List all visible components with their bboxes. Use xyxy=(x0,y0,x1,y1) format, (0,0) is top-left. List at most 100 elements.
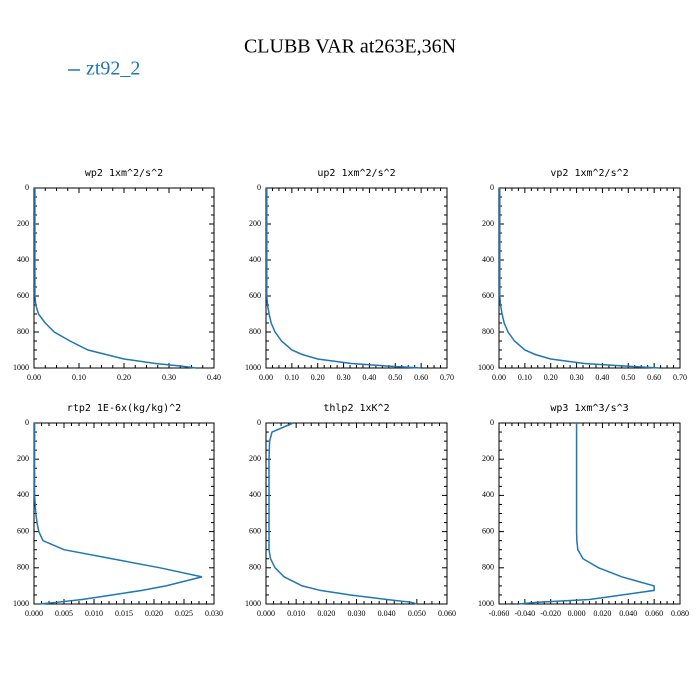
plot-frame xyxy=(265,187,448,369)
y-tick-label: 400 xyxy=(249,255,261,264)
y-tick-label: 200 xyxy=(17,454,29,463)
x-tick-label: 0.40 xyxy=(207,373,221,382)
y-tick-label: 200 xyxy=(17,219,29,228)
subplot-title: rtp2 1E-6x(kg/kg)^2 xyxy=(67,403,181,414)
subplot-title: vp2 1xm^2/s^2 xyxy=(550,168,628,179)
x-tick-label: 0.030 xyxy=(348,609,366,618)
profile-line xyxy=(268,422,418,605)
y-tick-label: 800 xyxy=(249,327,261,336)
x-tick-label: 0.025 xyxy=(175,609,193,618)
plot-frame xyxy=(33,187,215,369)
x-tick-label: 0.020 xyxy=(593,609,611,618)
x-tick-label: 0.040 xyxy=(619,609,637,618)
y-tick-label: 400 xyxy=(482,255,494,264)
profile-line xyxy=(266,188,422,369)
y-tick-label: 0 xyxy=(490,418,494,427)
y-tick-label: 0 xyxy=(257,183,261,192)
y-tick-label: 400 xyxy=(17,490,29,499)
x-tick-label: 0.10 xyxy=(72,373,86,382)
plot-frame xyxy=(498,187,681,369)
x-tick-label: 0.50 xyxy=(621,373,635,382)
y-tick-label: 600 xyxy=(249,526,261,535)
x-tick-label: 0.30 xyxy=(337,373,351,382)
x-tick-label: 0.060 xyxy=(438,609,456,618)
y-tick-label: 200 xyxy=(249,219,261,228)
y-tick-label: 200 xyxy=(249,454,261,463)
subplot-title: wp2 1xm^2/s^2 xyxy=(85,168,163,179)
y-tick-label: 1000 xyxy=(13,363,29,372)
x-tick-label: 0.60 xyxy=(647,373,661,382)
y-tick-label: 400 xyxy=(249,490,261,499)
x-tick-label: 0.020 xyxy=(317,609,335,618)
legend-label: zt92_2 xyxy=(86,58,140,80)
y-tick-label: 1000 xyxy=(478,363,494,372)
x-tick-label: 0.70 xyxy=(673,373,687,382)
subplot-title: wp3 1xm^3/s^3 xyxy=(550,403,628,414)
x-tick-label: 0.40 xyxy=(362,373,376,382)
subplot-title: up2 1xm^2/s^2 xyxy=(317,168,395,179)
x-tick-label: 0.000 xyxy=(568,609,586,618)
subplot-title: thlp2 1xK^2 xyxy=(323,403,389,414)
y-tick-label: 800 xyxy=(482,327,494,336)
y-tick-label: 1000 xyxy=(478,599,494,608)
plot-frame xyxy=(265,422,448,605)
y-tick-label: 600 xyxy=(249,291,261,300)
x-tick-label: 0.20 xyxy=(117,373,131,382)
y-tick-label: 200 xyxy=(482,454,494,463)
x-tick-label: 0.015 xyxy=(115,609,133,618)
x-tick-label: 0.005 xyxy=(55,609,73,618)
x-tick-label: 0.00 xyxy=(27,373,41,382)
x-tick-label: 0.00 xyxy=(259,373,273,382)
x-tick-label: 0.20 xyxy=(544,373,558,382)
x-tick-label: -0.040 xyxy=(515,609,536,618)
y-tick-label: 1000 xyxy=(245,363,261,372)
x-tick-label: -0.060 xyxy=(489,609,510,618)
profile-line xyxy=(518,423,655,605)
x-tick-label: 0.080 xyxy=(671,609,689,618)
x-tick-label: 0.050 xyxy=(408,609,426,618)
plot-frame xyxy=(33,422,215,605)
x-tick-label: 0.30 xyxy=(162,373,176,382)
y-tick-label: 600 xyxy=(482,526,494,535)
y-tick-label: 0 xyxy=(257,418,261,427)
x-tick-label: 0.010 xyxy=(85,609,103,618)
figure-title: CLUBB VAR at263E,36N xyxy=(244,36,456,58)
x-tick-label: 0.00 xyxy=(492,373,506,382)
plot-frame xyxy=(498,422,681,605)
y-tick-label: 800 xyxy=(17,563,29,572)
y-tick-label: 600 xyxy=(17,291,29,300)
profile-line xyxy=(34,188,197,369)
y-tick-label: 1000 xyxy=(13,599,29,608)
x-tick-label: 0.40 xyxy=(595,373,609,382)
y-tick-label: 0 xyxy=(25,418,29,427)
x-tick-label: 0.000 xyxy=(257,609,275,618)
x-tick-label: 0.30 xyxy=(570,373,584,382)
y-tick-label: 0 xyxy=(490,183,494,192)
x-tick-label: -0.020 xyxy=(540,609,561,618)
x-tick-label: 0.020 xyxy=(145,609,163,618)
x-tick-label: 0.10 xyxy=(285,373,299,382)
x-tick-label: 0.60 xyxy=(414,373,428,382)
y-tick-label: 0 xyxy=(25,183,29,192)
y-tick-label: 1000 xyxy=(245,599,261,608)
x-tick-label: 0.040 xyxy=(378,609,396,618)
profile-line xyxy=(499,188,660,369)
y-tick-label: 200 xyxy=(482,219,494,228)
y-tick-label: 600 xyxy=(17,526,29,535)
x-tick-label: 0.010 xyxy=(287,609,305,618)
x-tick-label: 0.000 xyxy=(25,609,43,618)
x-tick-label: 0.030 xyxy=(205,609,223,618)
x-tick-label: 0.50 xyxy=(388,373,402,382)
y-tick-label: 800 xyxy=(249,563,261,572)
profile-line xyxy=(33,423,203,605)
y-tick-label: 800 xyxy=(482,563,494,572)
x-tick-label: 0.060 xyxy=(645,609,663,618)
y-tick-label: 600 xyxy=(482,291,494,300)
x-tick-label: 0.20 xyxy=(311,373,325,382)
x-tick-label: 0.10 xyxy=(518,373,532,382)
y-tick-label: 400 xyxy=(482,490,494,499)
y-tick-label: 400 xyxy=(17,255,29,264)
y-tick-label: 800 xyxy=(17,327,29,336)
x-tick-label: 0.70 xyxy=(440,373,454,382)
